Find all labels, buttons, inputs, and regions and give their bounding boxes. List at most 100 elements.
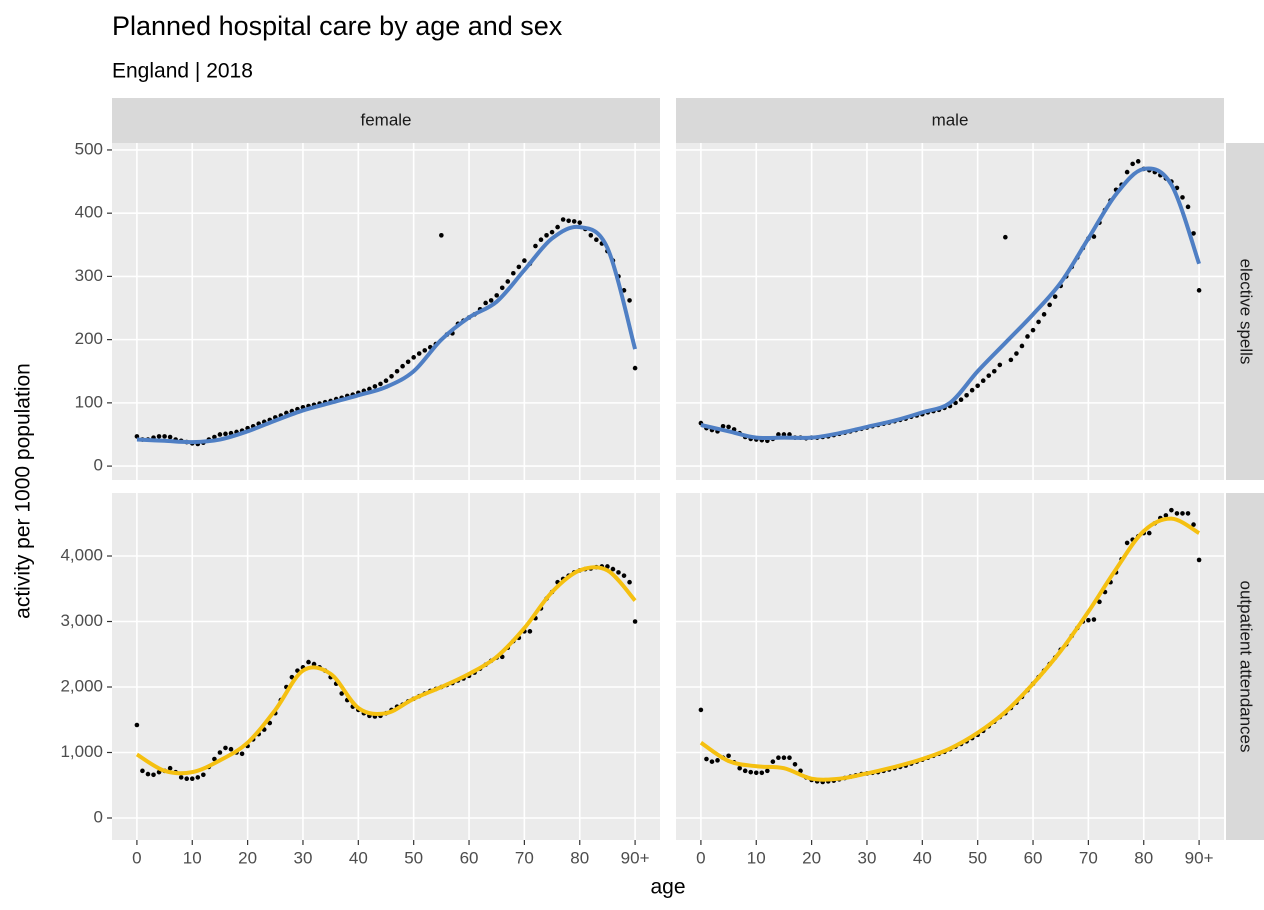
- point: [1196, 557, 1202, 563]
- smooth-line: [135, 565, 637, 776]
- point: [178, 775, 184, 780]
- point: [1052, 294, 1058, 299]
- point: [184, 776, 190, 781]
- point: [212, 756, 217, 762]
- x-tick-label: 50: [404, 848, 423, 867]
- point: [311, 661, 317, 667]
- point: [715, 758, 720, 763]
- x-tick-label: 60: [1024, 848, 1043, 867]
- x-tick-label: 20: [238, 848, 257, 867]
- strip-label: outpatient attendances: [1237, 580, 1256, 752]
- point: [134, 434, 140, 439]
- strip-label: elective spells: [1237, 259, 1256, 365]
- point: [505, 279, 511, 284]
- point: [616, 570, 621, 575]
- point: [975, 383, 980, 389]
- strip: [676, 98, 1224, 143]
- point: [986, 373, 992, 378]
- x-tick-label: 90+: [621, 848, 650, 867]
- point: [140, 768, 145, 774]
- x-tick-label: 10: [747, 848, 766, 867]
- point: [538, 237, 544, 243]
- point: [709, 759, 715, 764]
- point: [1014, 351, 1019, 356]
- x-axis-label: age: [650, 876, 685, 899]
- point: [1135, 159, 1141, 164]
- point: [997, 362, 1003, 368]
- x-tick-label: 30: [858, 848, 877, 867]
- point: [1124, 169, 1130, 175]
- point: [759, 770, 765, 776]
- smooth-line: [699, 516, 1201, 782]
- point: [627, 579, 632, 585]
- point: [1097, 599, 1102, 605]
- point: [1191, 522, 1196, 527]
- x-tick-label: 40: [913, 848, 932, 867]
- point: [765, 768, 770, 774]
- point: [726, 424, 731, 430]
- point: [1008, 357, 1014, 363]
- x-tick-label: 80: [1134, 848, 1153, 867]
- point: [748, 769, 754, 775]
- point: [511, 270, 516, 276]
- point: [549, 229, 555, 235]
- point: [389, 374, 394, 379]
- point: [627, 298, 632, 303]
- point: [167, 434, 173, 440]
- point: [1091, 617, 1097, 622]
- point: [632, 365, 638, 371]
- x-tick-label: 70: [1079, 848, 1098, 867]
- point: [1130, 161, 1135, 167]
- point: [588, 233, 594, 238]
- y-tick-label: 1,000: [60, 742, 103, 761]
- point: [1091, 234, 1097, 239]
- point: [632, 619, 638, 624]
- point: [516, 264, 522, 270]
- point: [1025, 334, 1030, 339]
- point: [162, 434, 167, 439]
- point: [781, 432, 787, 437]
- point: [1036, 319, 1041, 325]
- strip: [1226, 493, 1264, 840]
- y-tick-label: 3,000: [60, 611, 103, 630]
- point: [422, 348, 428, 353]
- point: [980, 378, 986, 384]
- chart-title: Planned hospital care by age and sex: [112, 11, 563, 41]
- point: [544, 233, 549, 238]
- point: [792, 761, 798, 767]
- smooth-line: [700, 166, 1201, 441]
- point: [1180, 511, 1185, 516]
- point: [527, 629, 533, 634]
- x-tick-label: 0: [132, 848, 141, 867]
- point: [798, 768, 803, 774]
- y-tick-label: 400: [75, 203, 103, 222]
- point: [737, 765, 742, 771]
- point: [753, 770, 759, 776]
- point: [726, 753, 731, 759]
- strip: [1226, 143, 1264, 480]
- point: [522, 258, 527, 263]
- panel: [112, 143, 660, 480]
- point: [339, 691, 345, 696]
- point: [217, 432, 223, 437]
- point: [1030, 327, 1036, 333]
- smooth-line: [136, 224, 638, 445]
- panel: [676, 143, 1224, 480]
- point: [964, 392, 969, 398]
- point: [195, 775, 201, 780]
- point: [383, 378, 389, 384]
- point: [223, 745, 228, 751]
- point: [439, 233, 444, 238]
- point: [991, 368, 997, 374]
- point: [770, 759, 776, 764]
- point: [400, 363, 405, 369]
- point: [571, 219, 577, 224]
- y-tick-label: 100: [75, 392, 103, 411]
- point: [742, 768, 748, 774]
- point: [394, 368, 400, 374]
- point: [577, 220, 583, 225]
- point: [372, 384, 378, 389]
- strip-label: female: [360, 110, 411, 129]
- point: [1185, 204, 1191, 210]
